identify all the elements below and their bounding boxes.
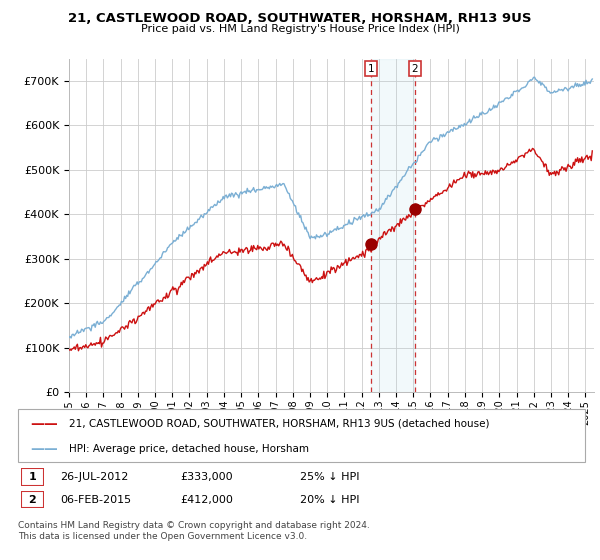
Text: HPI: Average price, detached house, Horsham: HPI: Average price, detached house, Hors… <box>69 444 309 454</box>
Text: 20% ↓ HPI: 20% ↓ HPI <box>300 494 359 505</box>
Text: Price paid vs. HM Land Registry's House Price Index (HPI): Price paid vs. HM Land Registry's House … <box>140 24 460 34</box>
Text: 21, CASTLEWOOD ROAD, SOUTHWATER, HORSHAM, RH13 9US: 21, CASTLEWOOD ROAD, SOUTHWATER, HORSHAM… <box>68 12 532 25</box>
FancyBboxPatch shape <box>21 468 44 486</box>
Text: 2: 2 <box>412 64 418 74</box>
Text: 26-JUL-2012: 26-JUL-2012 <box>60 472 128 482</box>
Text: 21, CASTLEWOOD ROAD, SOUTHWATER, HORSHAM, RH13 9US (detached house): 21, CASTLEWOOD ROAD, SOUTHWATER, HORSHAM… <box>69 419 490 429</box>
Text: 1: 1 <box>368 64 374 74</box>
Text: This data is licensed under the Open Government Licence v3.0.: This data is licensed under the Open Gov… <box>18 532 307 541</box>
Text: £412,000: £412,000 <box>180 494 233 505</box>
Text: ——: —— <box>30 442 58 456</box>
Bar <box>371 59 415 392</box>
Text: £333,000: £333,000 <box>180 472 233 482</box>
Text: Contains HM Land Registry data © Crown copyright and database right 2024.: Contains HM Land Registry data © Crown c… <box>18 521 370 530</box>
Text: 06-FEB-2015: 06-FEB-2015 <box>60 494 131 505</box>
Text: 2: 2 <box>29 494 36 505</box>
Text: 1: 1 <box>29 472 36 482</box>
Text: ——: —— <box>30 417 58 431</box>
Text: 25% ↓ HPI: 25% ↓ HPI <box>300 472 359 482</box>
FancyBboxPatch shape <box>21 491 44 508</box>
